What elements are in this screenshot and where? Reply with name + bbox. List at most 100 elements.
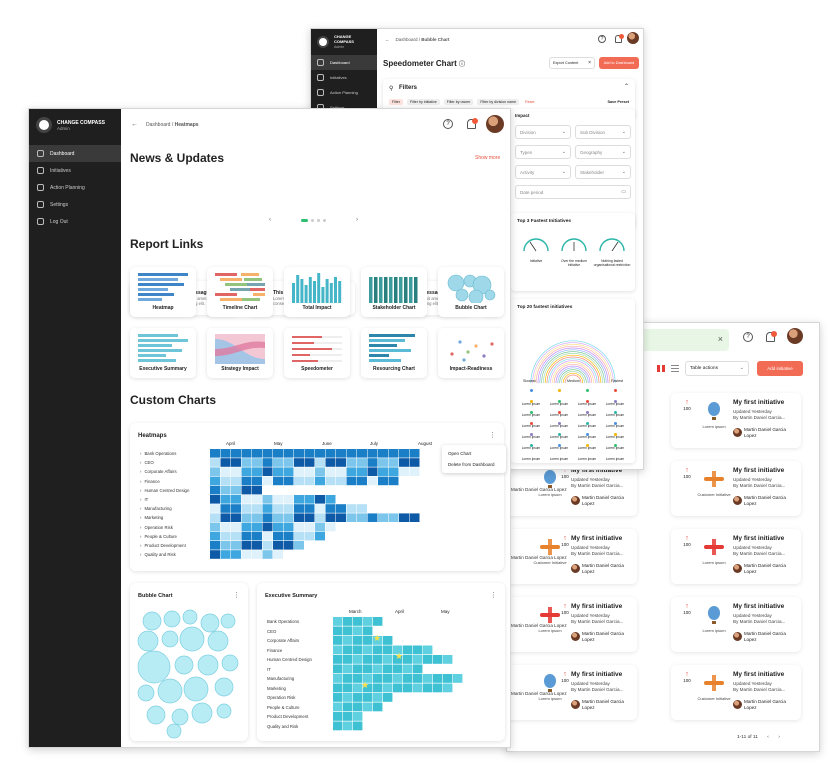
user-avatar[interactable] — [486, 115, 504, 133]
report-link-timeline-chart[interactable]: Timeline Chart — [207, 267, 273, 317]
initiative-title[interactable]: My first initiative — [571, 671, 623, 678]
initiative-card[interactable]: ↑ 100 Customer Initiative My first initiati… — [671, 461, 801, 516]
report-link-resourcing-chart[interactable]: Resourcing Chart — [361, 328, 427, 378]
chevron-right-icon[interactable]: › — [140, 460, 142, 466]
filter-chip[interactable]: Filter by division name — [477, 99, 520, 105]
nav-item-initiatives[interactable]: Initiatives — [29, 162, 121, 179]
close-icon[interactable]: × — [588, 60, 591, 66]
nav-item-initiatives[interactable]: Initiatives — [311, 70, 377, 85]
add-initiative-button[interactable]: Add initiative — [757, 361, 803, 376]
pager-dot[interactable] — [323, 218, 326, 222]
chevron-right-icon[interactable]: › — [140, 497, 142, 502]
initiative-card[interactable]: Martin Daniel Garcia Lopez ↑100 Lorem ipsu… — [507, 597, 637, 652]
open-chart-menu-item[interactable]: Open Chart — [448, 451, 472, 456]
initiative-title[interactable]: My first initiative — [733, 399, 785, 406]
filter-field[interactable]: Sub Division ⌄ — [575, 125, 631, 139]
export-select[interactable]: Export Content × — [549, 57, 595, 69]
report-link-speedometer[interactable]: Speedometer — [284, 328, 350, 378]
initiative-card[interactable]: Martin Daniel Garcia Lopez ↑100 Lorem ipsu… — [507, 461, 637, 516]
chevron-right-icon[interactable]: › — [140, 451, 142, 456]
chevron-right-icon[interactable]: › — [140, 515, 142, 521]
initiative-card[interactable]: Martin Daniel Garcia Lopez ↑100 Lorem ipsu… — [507, 665, 637, 720]
score-value: 100 — [683, 542, 691, 547]
initiative-title[interactable]: My first initiative — [571, 535, 623, 542]
chevron-left-icon[interactable]: ‹ — [269, 217, 271, 223]
add-to-dashboard-button[interactable]: Add to Dashboard — [599, 57, 639, 69]
table-actions-select[interactable]: Table actions ⌄ — [685, 361, 749, 376]
more-vertical-icon[interactable]: ⋮ — [490, 592, 497, 599]
initiative-card[interactable]: Martin Daniel Garcia Lopez ↑ 100 Customer I… — [507, 529, 637, 584]
pager-dot[interactable] — [317, 218, 320, 222]
filter-field[interactable]: Geography ⌄ — [575, 145, 631, 159]
help-icon[interactable]: ? — [743, 332, 753, 342]
chevron-right-icon[interactable]: › — [140, 543, 142, 548]
chevron-right-icon[interactable]: › — [778, 735, 780, 740]
initiative-card[interactable]: ↑ 100 Customer Initiative My first initiati… — [671, 665, 801, 720]
user-avatar[interactable] — [627, 32, 639, 44]
exec-title: Executive Summary — [265, 593, 318, 599]
nav-item-action-planning[interactable]: Action Planning — [29, 179, 121, 196]
chevron-right-icon[interactable]: › — [140, 524, 142, 530]
chevron-left-icon[interactable]: ‹ — [767, 735, 769, 740]
info-icon[interactable]: ⓘ — [459, 62, 466, 68]
initiative-title[interactable]: My first initiative — [571, 467, 623, 474]
help-icon[interactable]: ? — [443, 119, 453, 129]
initiative-card[interactable]: ↑ 100 Lorem ipsum My first initiative Update… — [671, 597, 801, 652]
grid-view-icon[interactable] — [657, 365, 665, 372]
report-link-bubble-chart[interactable]: Bubble Chart — [438, 267, 504, 317]
bell-icon[interactable] — [467, 118, 478, 129]
save-preset-link[interactable]: Save Preset — [607, 100, 629, 104]
initiative-card[interactable]: ↑ 100 Lorem ipsum My first initiative Update… — [671, 529, 801, 584]
filter-chip[interactable]: Filter by owner — [443, 99, 474, 105]
nav-item-settings[interactable]: Settings — [29, 196, 121, 213]
filter-field[interactable]: Date period ▭ — [515, 185, 631, 199]
chevron-right-icon[interactable]: › — [140, 552, 142, 558]
nav-item-log-out[interactable]: Log Out — [29, 213, 121, 230]
nav-item-action-planning[interactable]: Action Planning — [311, 85, 377, 100]
delete-from-dashboard-menu-item[interactable]: Delete from Dashboard — [448, 462, 495, 467]
report-link-strategy-impact[interactable]: Strategy Impact — [207, 328, 273, 378]
filter-field[interactable]: Types ⌄ — [515, 145, 571, 159]
initiative-title[interactable]: My first initiative — [733, 467, 785, 474]
filter-chip[interactable]: Filter by initiative — [407, 99, 440, 105]
report-link-stakeholder-chart[interactable]: Stakeholder Chart — [361, 267, 427, 317]
chevron-right-icon[interactable]: › — [140, 506, 142, 512]
breadcrumb-root[interactable]: Dashboard — [395, 37, 418, 42]
pager-dot-active[interactable] — [301, 218, 308, 222]
filter-field[interactable]: Stakeholder ⌄ — [575, 165, 631, 179]
initiative-title[interactable]: My first initiative — [733, 671, 785, 678]
list-view-icon[interactable] — [671, 365, 679, 372]
back-arrow-icon[interactable]: ← — [131, 121, 138, 128]
chevron-right-icon[interactable]: › — [140, 487, 142, 493]
user-avatar[interactable] — [787, 328, 803, 344]
report-link-impact-readiness[interactable]: Impact-Readiness — [438, 328, 504, 378]
filter-chip[interactable]: Filter — [389, 99, 403, 105]
initiative-card[interactable]: ↑ 100 Lorem ipsum My first initiative Update… — [671, 393, 801, 448]
more-vertical-icon[interactable]: ⋮ — [489, 432, 496, 439]
show-more-link[interactable]: Show more — [475, 155, 501, 161]
report-link-heatmap[interactable]: Heatmap — [130, 267, 196, 317]
chevron-right-icon[interactable]: › — [140, 533, 142, 539]
breadcrumb-root[interactable]: Dashboard — [146, 121, 171, 128]
chevron-right-icon[interactable]: › — [140, 478, 142, 484]
initiative-title[interactable]: My first initiative — [733, 535, 785, 542]
bell-icon[interactable] — [766, 331, 777, 342]
more-vertical-icon[interactable]: ⋮ — [233, 592, 240, 599]
filter-field[interactable]: Division ⌄ — [515, 125, 571, 139]
pager-dot[interactable] — [311, 218, 314, 222]
reset-link[interactable]: Reset — [525, 100, 535, 104]
back-arrow-icon[interactable]: ← — [385, 37, 390, 42]
help-icon[interactable]: ? — [598, 35, 606, 43]
report-link-total-impact[interactable]: Total Impact — [284, 267, 350, 317]
nav-item-dashboard[interactable]: Dashboard — [311, 54, 377, 70]
bell-icon[interactable] — [615, 34, 624, 43]
chevron-right-icon[interactable]: › — [140, 469, 142, 475]
initiative-title[interactable]: My first initiative — [733, 603, 785, 610]
report-link-executive-summary[interactable]: Executive Summary — [130, 328, 196, 378]
chevron-up-icon[interactable]: ⌃ — [623, 84, 629, 90]
chevron-right-icon[interactable]: › — [356, 217, 358, 223]
initiative-title[interactable]: My first initiative — [571, 603, 623, 610]
nav-item-dashboard[interactable]: Dashboard — [29, 145, 121, 162]
filter-field[interactable]: Activity ⌄ — [515, 165, 571, 179]
close-icon[interactable]: × — [717, 334, 723, 344]
